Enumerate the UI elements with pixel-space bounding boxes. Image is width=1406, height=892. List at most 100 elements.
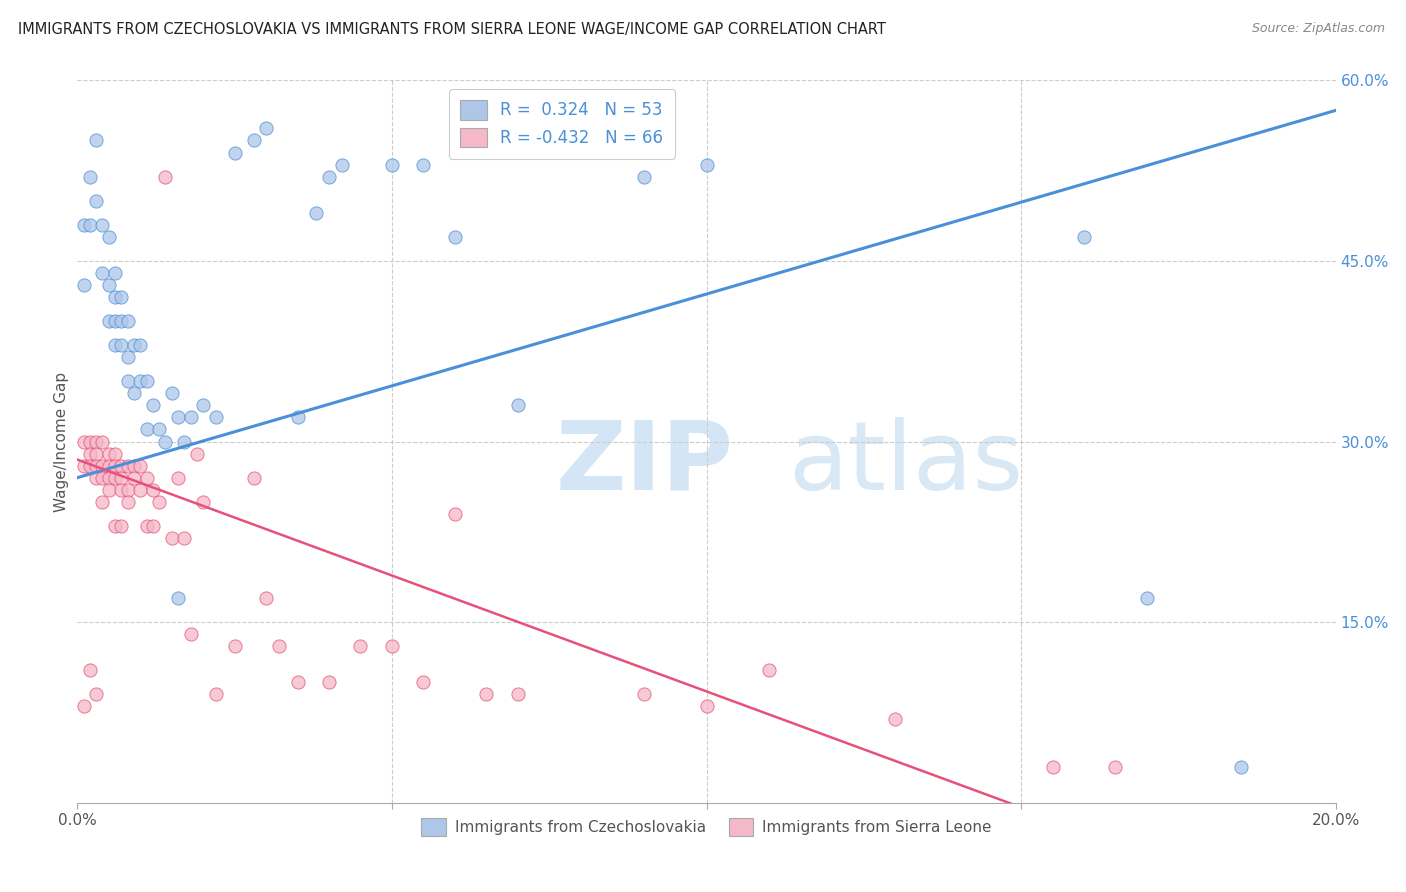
Point xyxy=(122,470,145,484)
Point xyxy=(287,410,309,425)
Point xyxy=(122,386,145,401)
Point xyxy=(180,627,202,641)
Point xyxy=(254,591,277,605)
Point xyxy=(72,458,94,473)
Text: ZIP: ZIP xyxy=(555,417,734,509)
Point xyxy=(155,434,177,449)
Point xyxy=(84,133,107,147)
Point xyxy=(117,314,139,328)
Point xyxy=(104,266,127,280)
Point xyxy=(97,470,120,484)
Point xyxy=(318,169,340,184)
Point xyxy=(506,687,529,701)
Point xyxy=(267,639,290,653)
Point xyxy=(1104,760,1126,774)
Point xyxy=(72,434,94,449)
Point xyxy=(381,639,404,653)
Point xyxy=(84,458,107,473)
Point xyxy=(186,446,208,460)
Point xyxy=(97,230,120,244)
Point xyxy=(72,218,94,232)
Point xyxy=(129,338,152,352)
Point xyxy=(160,531,183,545)
Point xyxy=(117,350,139,364)
Point xyxy=(84,687,107,701)
Point xyxy=(110,338,132,352)
Point xyxy=(696,699,718,714)
Point xyxy=(204,410,226,425)
Point xyxy=(444,507,467,521)
Point xyxy=(97,446,120,460)
Point xyxy=(148,494,170,508)
Point xyxy=(135,422,157,436)
Point xyxy=(104,446,127,460)
Point xyxy=(79,664,101,678)
Point xyxy=(91,470,114,484)
Point xyxy=(1230,760,1253,774)
Point xyxy=(180,410,202,425)
Point xyxy=(117,374,139,388)
Point xyxy=(104,518,127,533)
Point xyxy=(167,591,190,605)
Point xyxy=(84,446,107,460)
Point xyxy=(97,483,120,497)
Point xyxy=(412,675,434,690)
Point xyxy=(129,458,152,473)
Point xyxy=(191,398,215,412)
Point xyxy=(135,470,157,484)
Point xyxy=(444,230,467,244)
Point xyxy=(287,675,309,690)
Point xyxy=(696,157,718,171)
Point xyxy=(242,470,264,484)
Point xyxy=(160,386,183,401)
Point xyxy=(1136,591,1159,605)
Text: Source: ZipAtlas.com: Source: ZipAtlas.com xyxy=(1251,22,1385,36)
Point xyxy=(110,483,132,497)
Point xyxy=(97,458,120,473)
Point xyxy=(122,458,145,473)
Point xyxy=(84,194,107,208)
Point xyxy=(173,531,195,545)
Point xyxy=(117,458,139,473)
Point xyxy=(224,639,246,653)
Point xyxy=(381,157,404,171)
Text: atlas: atlas xyxy=(789,417,1024,509)
Point xyxy=(135,518,157,533)
Point xyxy=(79,458,101,473)
Legend: Immigrants from Czechoslovakia, Immigrants from Sierra Leone: Immigrants from Czechoslovakia, Immigran… xyxy=(415,813,998,842)
Point xyxy=(72,699,94,714)
Point xyxy=(79,434,101,449)
Point xyxy=(224,145,246,160)
Point xyxy=(110,314,132,328)
Point xyxy=(84,434,107,449)
Point xyxy=(506,398,529,412)
Point xyxy=(1042,760,1064,774)
Point xyxy=(91,494,114,508)
Point xyxy=(104,470,127,484)
Text: IMMIGRANTS FROM CZECHOSLOVAKIA VS IMMIGRANTS FROM SIERRA LEONE WAGE/INCOME GAP C: IMMIGRANTS FROM CZECHOSLOVAKIA VS IMMIGR… xyxy=(18,22,886,37)
Point xyxy=(129,483,152,497)
Point xyxy=(122,338,145,352)
Point xyxy=(104,338,127,352)
Point xyxy=(330,157,353,171)
Point xyxy=(191,494,215,508)
Point xyxy=(167,410,190,425)
Point xyxy=(167,470,190,484)
Point xyxy=(412,157,434,171)
Point xyxy=(1073,230,1095,244)
Point xyxy=(254,121,277,136)
Point xyxy=(204,687,226,701)
Point xyxy=(104,290,127,304)
Point xyxy=(173,434,195,449)
Point xyxy=(142,483,165,497)
Point xyxy=(72,277,94,292)
Point xyxy=(142,518,165,533)
Point xyxy=(91,266,114,280)
Point xyxy=(135,374,157,388)
Point xyxy=(884,712,907,726)
Point xyxy=(110,458,132,473)
Point xyxy=(84,470,107,484)
Point xyxy=(79,446,101,460)
Point xyxy=(117,494,139,508)
Point xyxy=(79,218,101,232)
